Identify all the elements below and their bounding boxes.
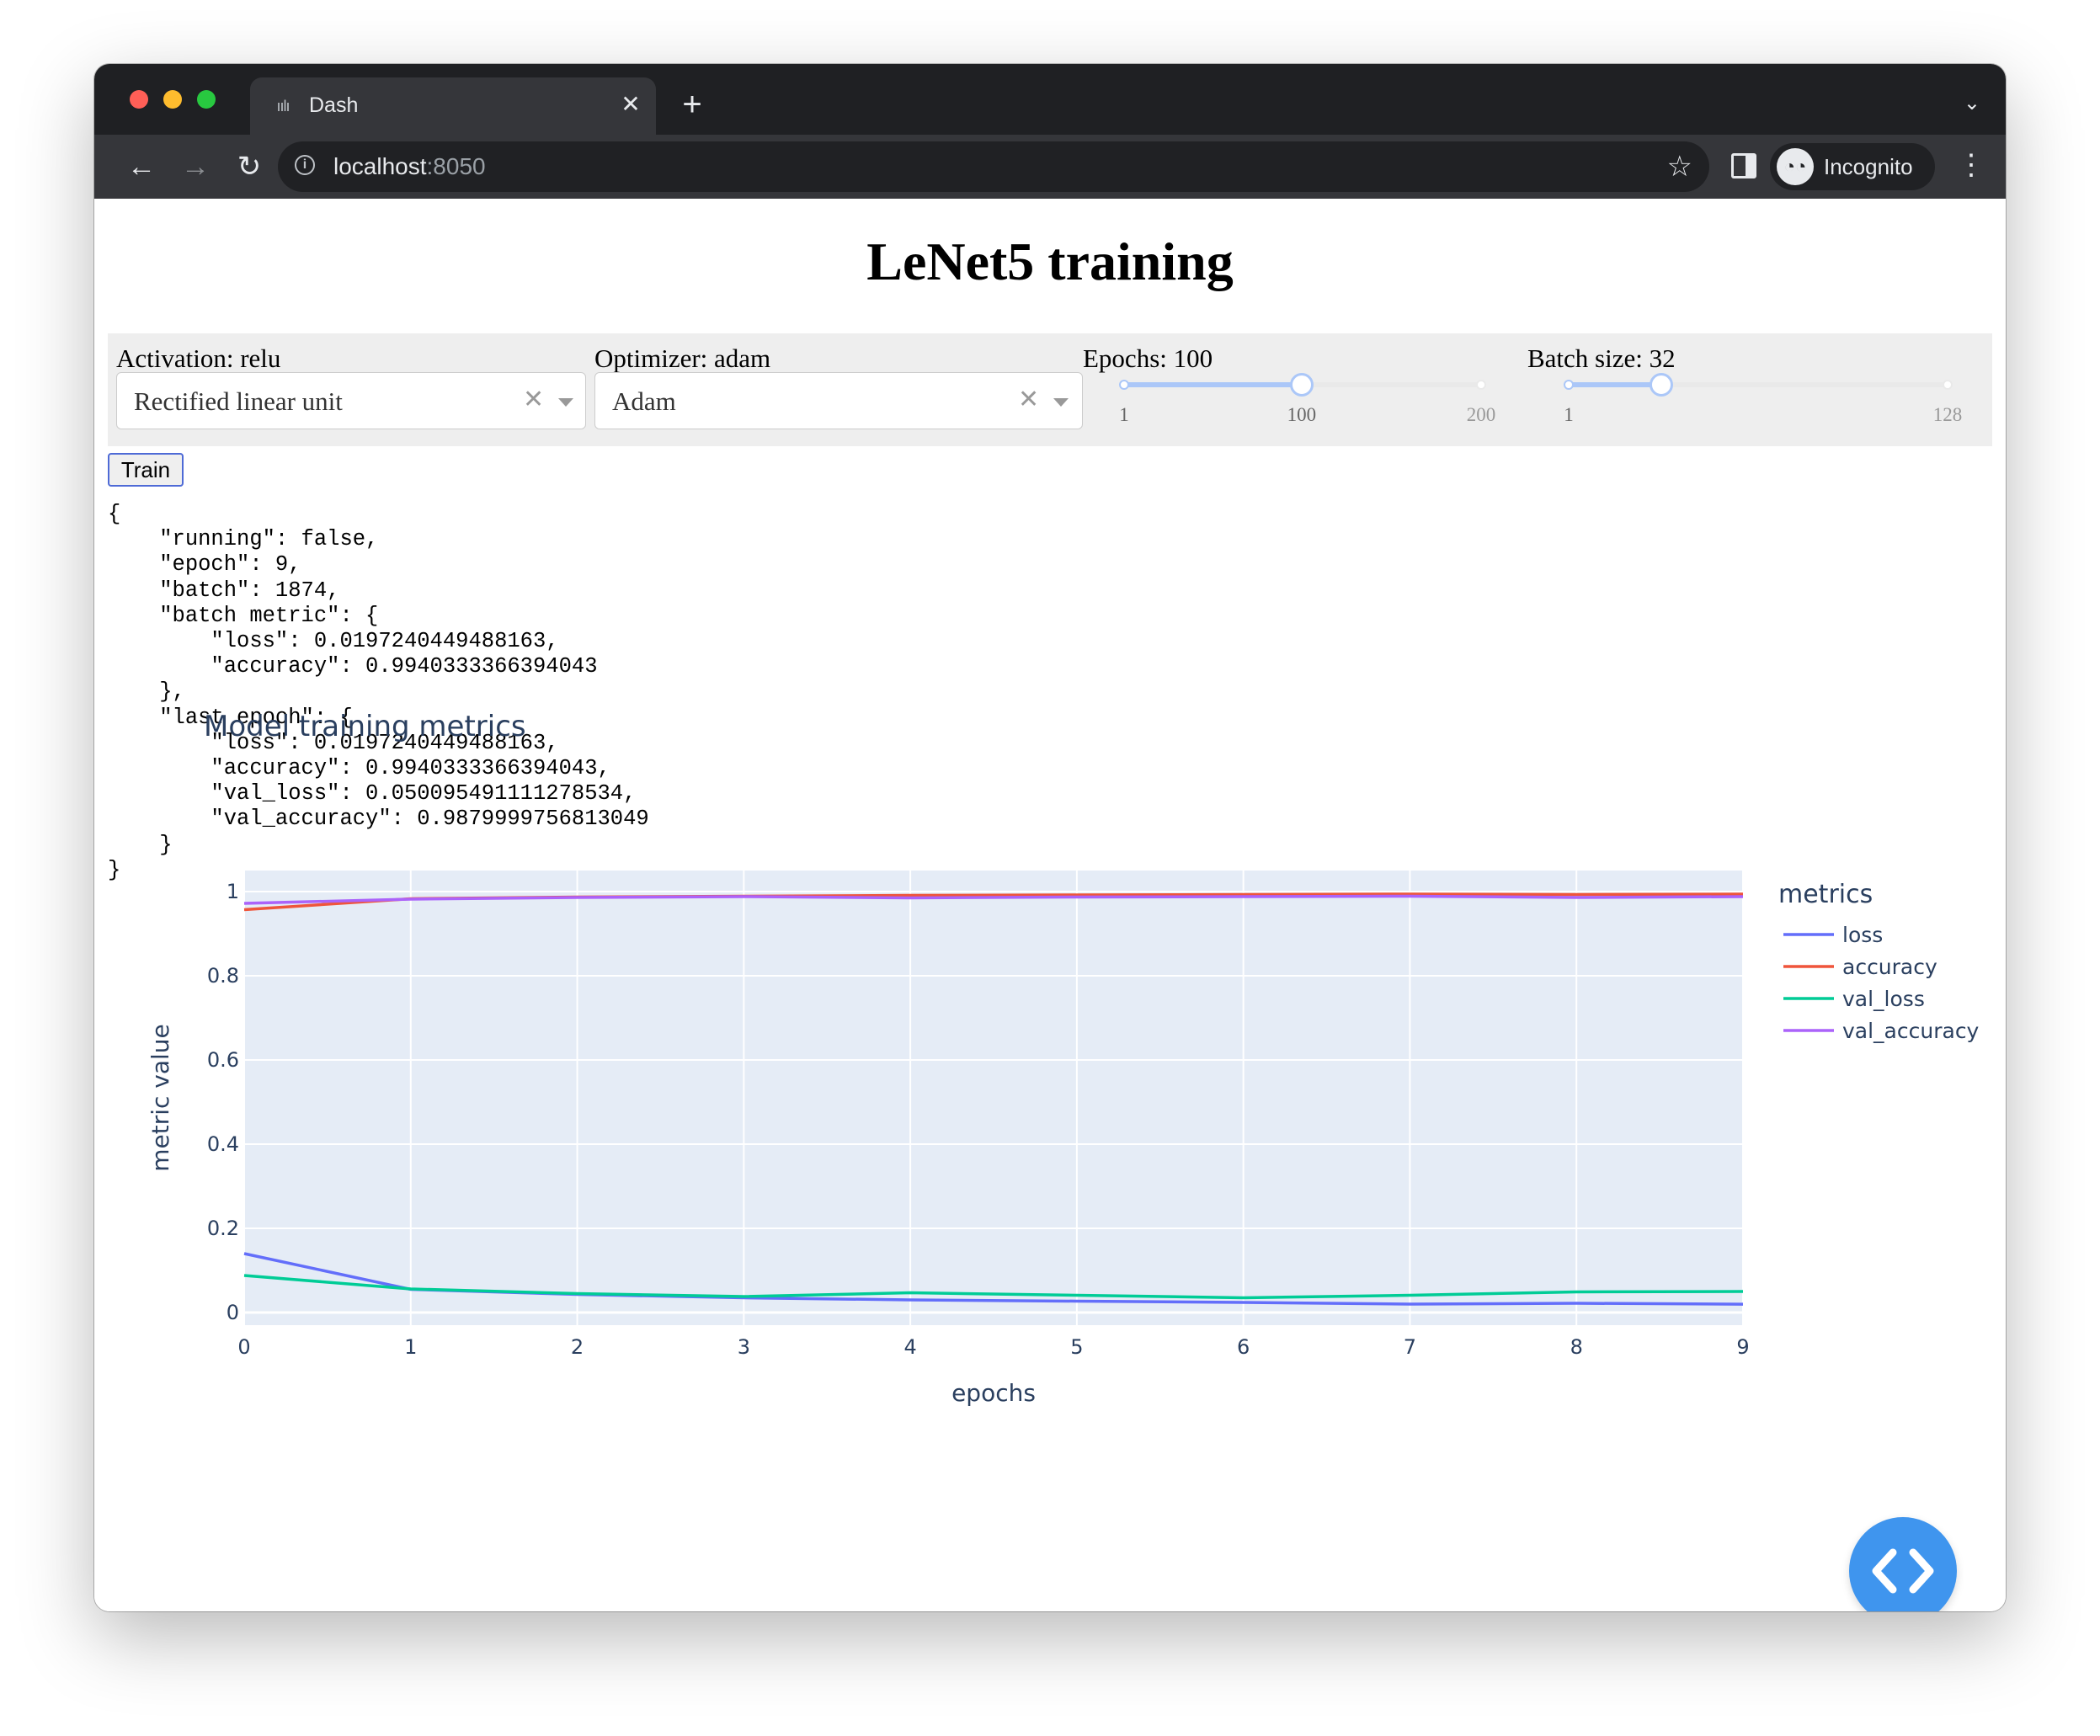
activation-label: Activation: relu	[116, 343, 281, 373]
legend-item-val_accuracy[interactable]: val_accuracy	[1842, 1019, 1980, 1043]
url-text[interactable]: localhost:8050	[333, 153, 486, 179]
incognito-icon: ◔◔	[1777, 148, 1814, 185]
training-status-json: { "running": false, "epoch": 9, "batch":…	[108, 502, 649, 882]
address-bar[interactable]: i localhost:8050 ☆	[278, 141, 1709, 192]
x-tick-label: 0	[237, 1335, 250, 1359]
y-tick-label: 0.2	[207, 1217, 239, 1240]
slider-mark-dot[interactable]	[1476, 380, 1486, 390]
train-button[interactable]: Train	[108, 453, 184, 487]
minimize-window-button[interactable]	[163, 90, 182, 109]
more-menu-icon[interactable]: ⋮	[1957, 149, 1985, 181]
reload-icon[interactable]: ↻	[237, 151, 262, 183]
legend-title: metrics	[1778, 880, 1873, 909]
slider-mark-label: 200	[1466, 404, 1496, 425]
close-window-button[interactable]	[130, 90, 148, 109]
batch-size-label: Batch size: 32	[1527, 343, 1676, 373]
training-metrics-chart[interactable]: 0 1 2 3 4 5 6 7 8 9 0 0.2 0.4 0.6 0.8 1 Model training m…	[94, 653, 2006, 1611]
browser-tab[interactable]: ıılı Dash ✕	[250, 77, 656, 135]
browser-toolbar: ← → ↻ i localhost:8050 ☆ ◔◔ Incognito ⋮	[94, 135, 2006, 200]
slider-mark-dot[interactable]	[1119, 380, 1129, 390]
chevron-down-icon[interactable]	[1053, 398, 1069, 407]
dev-tools-button[interactable]	[1849, 1517, 1957, 1611]
x-tick-label: 5	[1070, 1335, 1083, 1359]
chevron-down-icon[interactable]	[558, 398, 573, 407]
y-tick-label: 0	[227, 1301, 239, 1324]
optimizer-dropdown[interactable]: Adam ✕	[594, 372, 1083, 429]
optimizer-value: Adam	[612, 386, 676, 416]
legend-item-loss[interactable]: loss	[1842, 923, 1883, 947]
epochs-label: Epochs: 100	[1083, 343, 1213, 373]
clear-icon[interactable]: ✕	[1018, 386, 1040, 413]
batch-size-slider[interactable]: 1 128	[1564, 373, 1962, 434]
tab-strip: ıılı Dash ✕ + ⌄	[94, 64, 2006, 135]
activation-value: Rectified linear unit	[134, 386, 343, 416]
clear-icon[interactable]: ✕	[523, 386, 545, 413]
slider-mark-dot[interactable]	[1943, 380, 1953, 390]
forward-arrow-icon[interactable]: →	[181, 151, 210, 183]
new-tab-icon[interactable]: +	[682, 86, 702, 123]
x-tick-label: 4	[903, 1335, 916, 1359]
side-panel-icon[interactable]	[1731, 153, 1756, 178]
incognito-profile-button[interactable]: ◔◔ Incognito	[1770, 143, 1935, 190]
x-tick-label: 6	[1237, 1335, 1250, 1359]
controls-panel: Activation: relu Rectified linear unit ✕…	[108, 333, 1992, 446]
y-axis-title: metric value	[147, 1024, 174, 1172]
slider-track	[1124, 382, 1302, 387]
bar-chart-icon: ıılı	[276, 98, 290, 114]
y-tick-label: 0.6	[207, 1048, 239, 1072]
chart-svg[interactable]: 0 1 2 3 4 5 6 7 8 9 0 0.2 0.4 0.6 0.8 1 Model training m…	[94, 653, 2006, 1611]
x-tick-label: 9	[1736, 1335, 1749, 1359]
x-tick-label: 8	[1570, 1335, 1583, 1359]
y-tick-label: 0.8	[207, 964, 239, 988]
chevron-down-icon[interactable]: ⌄	[1963, 92, 1980, 114]
code-icon	[1872, 1548, 1934, 1594]
legend-item-val_loss[interactable]: val_loss	[1842, 987, 1925, 1011]
legend-item-accuracy[interactable]: accuracy	[1842, 955, 1937, 979]
page-title: LeNet5 training	[866, 232, 1234, 291]
slider-mark-label: 128	[1932, 404, 1963, 425]
close-tab-icon[interactable]: ✕	[621, 91, 641, 117]
tab-title: Dash	[309, 93, 359, 117]
series-line-val_accuracy	[243, 894, 1744, 905]
x-tick-label: 2	[571, 1335, 584, 1359]
maximize-window-button[interactable]	[197, 90, 216, 109]
page-content: LeNet5 training Activation: relu Rectifi…	[94, 199, 2006, 1611]
slider-track	[1569, 382, 1661, 387]
x-tick-label: 7	[1404, 1335, 1416, 1359]
slider-mark-label: 1	[1564, 404, 1574, 425]
browser-window: ıılı Dash ✕ + ⌄ ← → ↻ i localhost:8050 ☆…	[94, 64, 2006, 1611]
slider-handle[interactable]	[1289, 373, 1314, 397]
chart-title: Model training metrics	[204, 710, 526, 743]
slider-handle[interactable]	[1649, 373, 1673, 397]
profile-label: Incognito	[1824, 154, 1913, 179]
slider-mark-label: 1	[1119, 404, 1129, 425]
slider-rail[interactable]	[1569, 382, 1948, 387]
x-axis-title: epochs	[951, 1379, 1036, 1407]
back-arrow-icon[interactable]: ←	[127, 151, 156, 183]
slider-mark-label: 100	[1287, 404, 1317, 425]
plot-background	[244, 871, 1743, 1325]
y-tick-label: 1	[227, 880, 239, 903]
x-tick-label: 1	[404, 1335, 417, 1359]
epochs-slider[interactable]: 1 100 200	[1119, 373, 1495, 434]
slider-mark-dot[interactable]	[1564, 380, 1574, 390]
series-line-val_loss	[243, 1274, 1744, 1300]
x-tick-label: 3	[738, 1335, 750, 1359]
y-tick-label: 0.4	[207, 1132, 239, 1156]
optimizer-label: Optimizer: adam	[594, 343, 771, 373]
bookmark-star-icon[interactable]: ☆	[1666, 151, 1692, 183]
activation-dropdown[interactable]: Rectified linear unit ✕	[116, 372, 586, 429]
info-icon[interactable]: i	[295, 155, 315, 175]
